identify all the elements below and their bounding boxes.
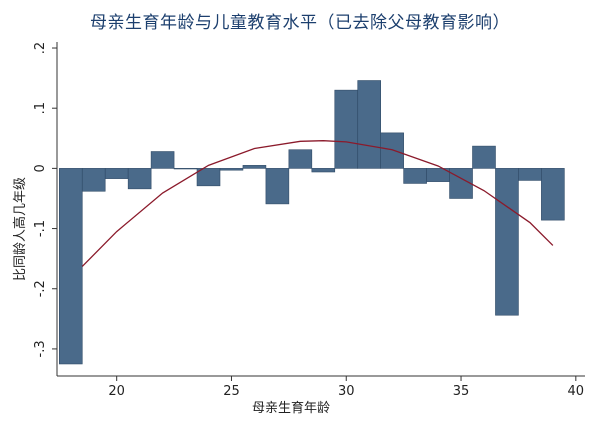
x-tick-label: 25 <box>223 384 240 399</box>
y-tick-label: -.1 <box>33 220 48 237</box>
bar-age-35 <box>449 168 473 199</box>
x-tick-label: 20 <box>108 384 125 399</box>
y-axis-title: 比同龄人高几年级 <box>12 177 28 281</box>
bar-age-27 <box>265 168 290 205</box>
bar-age-19 <box>81 168 106 192</box>
y-tick-label: 0 <box>33 164 48 172</box>
bar-age-39 <box>541 168 565 221</box>
bar-age-24 <box>196 168 221 187</box>
bar-age-26 <box>242 165 267 169</box>
axes-layer <box>56 42 585 377</box>
fit-curve <box>81 140 554 267</box>
bar-age-18 <box>58 168 83 365</box>
bar-age-20 <box>104 168 129 179</box>
bar-age-37 <box>495 168 519 316</box>
chart-title: 母亲生育年龄与儿童教育水平（已去除父母教育影响） <box>90 13 510 33</box>
y-tick-label: -.3 <box>33 340 48 357</box>
x-axis-title: 母亲生育年龄 <box>252 400 330 416</box>
x-tick-label: 35 <box>453 384 470 399</box>
fit-layer <box>81 140 554 267</box>
bar-age-33 <box>403 168 427 184</box>
x-tick-label: 40 <box>568 384 585 399</box>
bars-layer <box>58 80 565 365</box>
bar-age-36 <box>472 145 496 169</box>
bar-age-38 <box>518 168 542 181</box>
bar-age-29 <box>311 168 336 173</box>
bar-age-30 <box>334 89 359 169</box>
bar-age-32 <box>380 132 404 169</box>
y-tick-label: .2 <box>33 42 48 54</box>
y-tick-label: -.2 <box>33 280 48 297</box>
bar-age-25 <box>219 168 244 171</box>
bar-age-22 <box>150 151 175 169</box>
bar-age-28 <box>288 149 313 169</box>
ticks-layer: 20 25 30 35 40 -.3 -.2 -.1 0 .1 .2 <box>33 42 584 399</box>
y-tick-label: .1 <box>33 102 48 114</box>
bar-age-21 <box>127 168 152 190</box>
bar-age-23 <box>173 168 198 170</box>
x-tick-label: 30 <box>338 384 355 399</box>
bar-age-31 <box>357 80 381 169</box>
